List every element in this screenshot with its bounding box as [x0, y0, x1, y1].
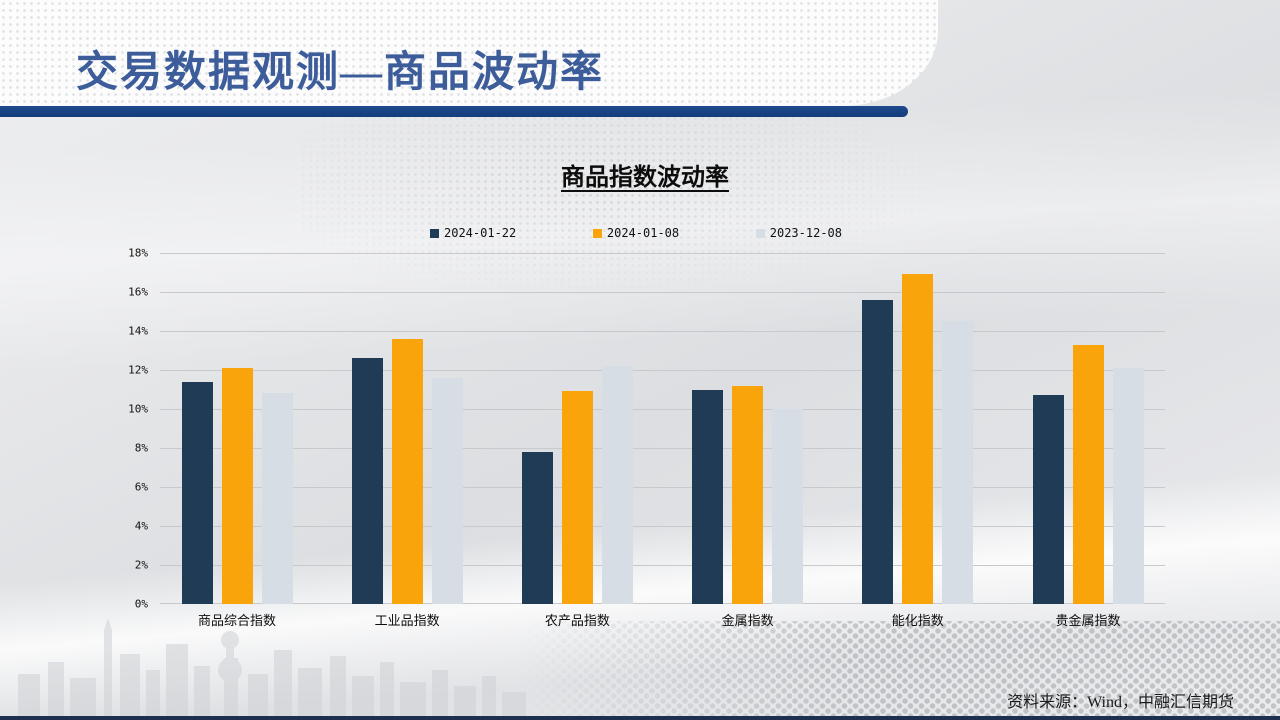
bar-group-能化指数 — [862, 253, 974, 604]
y-tick-label: 2% — [134, 558, 148, 572]
bar-2024-01-08 — [902, 274, 934, 604]
city-skyline-silhouette — [18, 618, 526, 718]
category-label: 金属指数 — [721, 613, 774, 628]
bar-group-工业品指数 — [351, 253, 463, 604]
bar-2024-01-22 — [692, 389, 724, 604]
y-tick-label: 14% — [128, 324, 148, 338]
legend-label-series1: 2024-01-22 — [444, 226, 517, 240]
legend-item: 2024-01-08 — [592, 226, 680, 240]
bar-2023-12-08 — [942, 321, 974, 604]
chart-title-row: 商品指数波动率 — [5, 157, 1280, 192]
gridline-14% — [160, 331, 1165, 332]
plot-area — [160, 253, 1165, 604]
bottom-bar — [0, 716, 1280, 720]
bar-2023-12-08 — [601, 366, 633, 604]
category-label: 商品综合指数 — [197, 613, 276, 628]
legend-marker-series3 — [755, 228, 765, 238]
bar-2024-01-08 — [221, 368, 253, 604]
gridline-2% — [160, 565, 1165, 566]
hexagon-dot-pattern — [520, 621, 1280, 716]
bar-2024-01-08 — [1072, 344, 1104, 604]
category-label: 农产品指数 — [544, 613, 610, 628]
y-tick-label: 16% — [128, 285, 148, 299]
gridline-10% — [160, 409, 1165, 410]
bar-2024-01-22 — [1032, 395, 1064, 604]
legend-marker-series1 — [430, 228, 439, 238]
chart-title: 商品指数波动率 — [561, 165, 729, 191]
gridline-6% — [160, 487, 1165, 488]
bar-2024-01-08 — [732, 385, 764, 604]
gridline-12% — [160, 370, 1165, 371]
bar-2024-01-22 — [862, 299, 894, 604]
header-band: 交易数据观测—商品波动率 — [0, 0, 938, 106]
y-tick-label: 0% — [134, 597, 148, 611]
bar-2024-01-08 — [391, 338, 423, 604]
header-divider — [0, 106, 908, 117]
gridline-18% — [160, 253, 1165, 254]
y-tick-label: 12% — [128, 363, 148, 377]
source-note: 资料来源：Wind，中融汇信期货 — [1007, 694, 1234, 711]
legend-label-series3: 2023-12-08 — [769, 226, 842, 240]
gridline-0% — [160, 603, 1165, 604]
bar-2024-01-22 — [521, 451, 553, 604]
category-label: 贵金属指数 — [1055, 613, 1121, 628]
bar-2024-01-22 — [181, 381, 213, 604]
legend-marker-series2 — [592, 228, 602, 238]
y-tick-label: 18% — [128, 246, 148, 260]
legend-item: 2024-01-22 — [430, 226, 516, 240]
y-tick-label: 8% — [134, 441, 148, 455]
bar-group-农产品指数 — [521, 253, 633, 604]
bar-2024-01-22 — [351, 358, 383, 604]
chart-legend: 2024-01-22 2024-01-08 2023-12-08 — [430, 226, 842, 240]
y-tick-label: 10% — [128, 402, 148, 416]
bar-2023-12-08 — [1112, 368, 1144, 604]
bar-2023-12-08 — [431, 377, 463, 604]
y-tick-label: 4% — [134, 519, 148, 533]
gridline-4% — [160, 526, 1165, 527]
x-axis: 商品综合指数 工业品指数 农产品指数 金属指数 能化指数 贵金属指数 — [160, 610, 1165, 632]
world-map-dot-pattern — [300, 108, 940, 298]
gridline-16% — [160, 292, 1165, 293]
y-tick-label: 6% — [134, 480, 148, 494]
bar-2023-12-08 — [261, 393, 293, 604]
bar-2023-12-08 — [772, 409, 804, 604]
slide-title: 交易数据观测—商品波动率 — [76, 50, 605, 96]
bar-group-贵金属指数 — [1032, 253, 1144, 604]
bar-2024-01-08 — [561, 391, 593, 604]
legend-item: 2023-12-08 — [755, 226, 842, 240]
legend-label-series2: 2024-01-08 — [606, 226, 680, 240]
category-label: 工业品指数 — [374, 613, 440, 628]
y-axis: 0% 2% 4% 6% 8% 10% 12% 14% 16% 18% — [96, 247, 148, 611]
bar-group-商品综合指数 — [181, 253, 293, 604]
gridline-8% — [160, 448, 1165, 449]
bar-group-金属指数 — [692, 253, 804, 604]
category-label: 能化指数 — [891, 613, 944, 628]
